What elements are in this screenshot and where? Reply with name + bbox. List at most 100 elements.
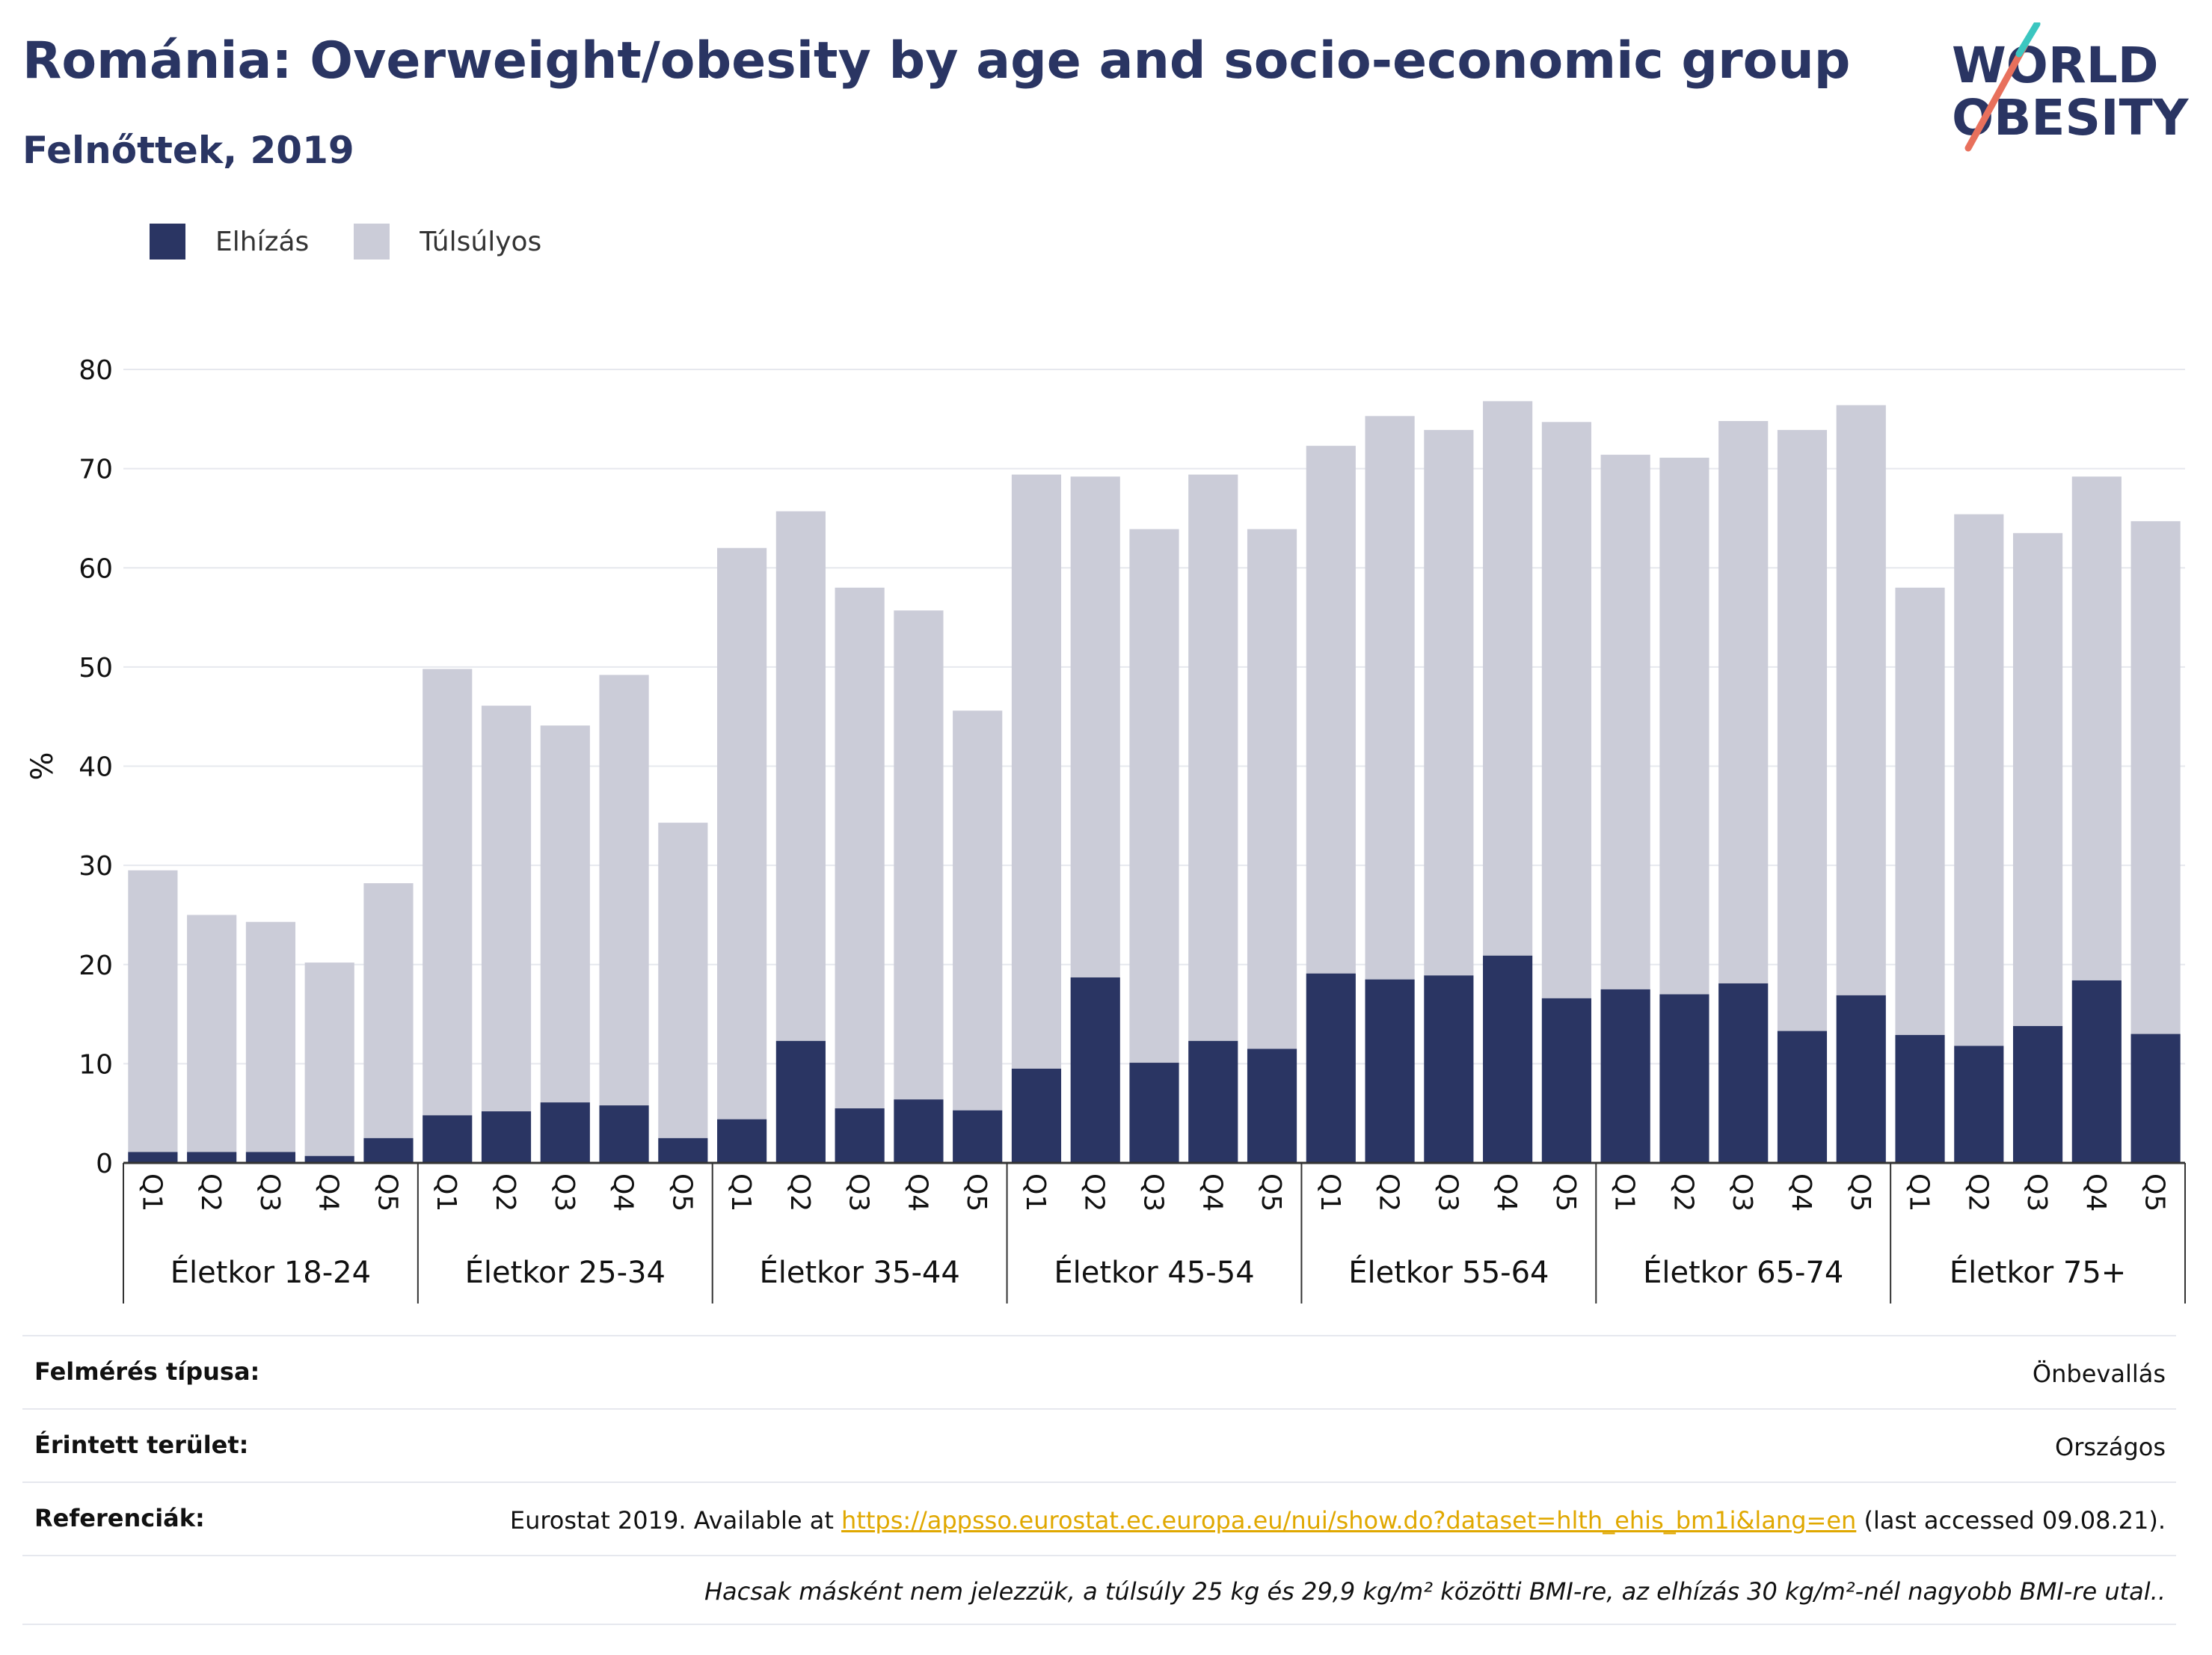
x-tick-label: Q5 — [1550, 1173, 1581, 1212]
bar-overweight — [1424, 429, 1474, 976]
bar-overweight — [953, 710, 1003, 1111]
bar-overweight — [245, 921, 296, 1152]
x-tick-label: Q4 — [1786, 1173, 1816, 1212]
x-tick-label: Q2 — [490, 1173, 520, 1212]
references-value: Eurostat 2019. Available at https://apps… — [510, 1504, 2166, 1537]
legend-swatch-obesity — [150, 224, 185, 260]
bar-obesity — [894, 1099, 944, 1163]
info-row-survey: Felmérés típusa: Önbevallás — [22, 1335, 2176, 1408]
x-tick-label: Q2 — [1668, 1173, 1698, 1212]
x-tick-label: Q5 — [961, 1173, 992, 1212]
info-table: Felmérés típusa: Önbevallás Érintett ter… — [22, 1335, 2176, 1625]
bar-obesity — [2130, 1034, 2181, 1163]
bar-obesity — [1600, 989, 1650, 1163]
x-tick-label: Q5 — [1845, 1173, 1875, 1212]
x-tick-label: Q1 — [1904, 1173, 1935, 1212]
bar-overweight — [1718, 420, 1769, 983]
group-label: Életkor 35-44 — [760, 1254, 960, 1290]
y-tick-label: 30 — [79, 851, 113, 882]
bar-overweight — [1836, 405, 1886, 995]
legend-item-overweight[interactable]: Túlsúlyos — [354, 224, 541, 260]
bar-overweight — [187, 915, 237, 1152]
bar-obesity — [2012, 1025, 2063, 1163]
bar-overweight — [1541, 422, 1591, 998]
bar-obesity — [128, 1152, 178, 1163]
legend-item-obesity[interactable]: Elhízás — [150, 224, 309, 260]
bar-overweight — [128, 870, 178, 1152]
y-tick-label: 40 — [79, 752, 113, 783]
bar-obesity — [363, 1137, 414, 1163]
legend-swatch-overweight — [354, 224, 390, 260]
area-label: Érintett terület: — [34, 1431, 249, 1459]
references-label: Referenciák: — [34, 1504, 205, 1532]
x-tick-label: Q4 — [313, 1173, 344, 1212]
bar-obesity — [1659, 994, 1709, 1163]
info-row-area: Érintett terület: Országos — [22, 1408, 2176, 1481]
bar-overweight — [1011, 474, 1062, 1069]
bar-overweight — [717, 547, 767, 1120]
bar-overweight — [1600, 455, 1650, 989]
bar-overweight — [423, 669, 473, 1116]
x-tick-label: Q2 — [195, 1173, 226, 1212]
x-tick-label: Q2 — [1079, 1173, 1110, 1212]
x-tick-label: Q1 — [1609, 1173, 1640, 1212]
bar-obesity — [2071, 980, 2122, 1163]
x-tick-label: Q1 — [725, 1173, 756, 1212]
logo-line2: OBESITY — [1952, 89, 2190, 147]
bar-overweight — [304, 962, 354, 1156]
bar-overweight — [1777, 429, 1828, 1031]
bar-obesity — [1247, 1048, 1297, 1163]
bar-overweight — [1895, 587, 1945, 1035]
references-prefix: Eurostat 2019. Available at — [509, 1506, 842, 1535]
chart-subtitle: Felnőttek, 2019 — [22, 129, 354, 172]
logo-slash-red — [1964, 41, 2029, 152]
bar-overweight — [775, 511, 826, 1041]
bar-overweight — [1483, 401, 1533, 956]
bar-obesity — [835, 1108, 885, 1163]
bar-obesity — [1188, 1040, 1238, 1163]
legend: Elhízás Túlsúlyos — [150, 221, 586, 262]
x-tick-label: Q3 — [549, 1173, 580, 1212]
bar-overweight — [1306, 446, 1356, 974]
world-obesity-logo: WORLD OBESITY — [1952, 22, 2190, 152]
bar-obesity — [599, 1105, 649, 1163]
bar-obesity — [304, 1155, 354, 1163]
bar-overweight — [1659, 458, 1709, 995]
bar-overweight — [1188, 474, 1238, 1041]
x-tick-label: Q3 — [1138, 1173, 1169, 1212]
bar-obesity — [775, 1040, 826, 1163]
bar-overweight — [540, 725, 590, 1103]
bar-obesity — [953, 1110, 1003, 1163]
y-tick-label: 60 — [79, 553, 113, 584]
survey-type-value: Önbevallás — [2032, 1360, 2166, 1388]
x-tick-label: Q2 — [1374, 1173, 1404, 1212]
references-link[interactable]: https://appsso.eurostat.ec.europa.eu/nui… — [841, 1506, 1857, 1535]
x-tick-label: Q4 — [1491, 1173, 1522, 1212]
bar-obesity — [423, 1115, 473, 1163]
area-value: Országos — [2055, 1433, 2166, 1461]
group-label: Életkor 45-54 — [1054, 1254, 1254, 1290]
bar-obesity — [245, 1152, 296, 1163]
legend-label-obesity: Elhízás — [215, 226, 310, 257]
legend-label-overweight: Túlsúlyos — [420, 226, 542, 257]
x-tick-label: Q3 — [1727, 1173, 1757, 1212]
chart-title: Románia: Overweight/obesity by age and s… — [22, 31, 1851, 90]
logo-line1: WORLD — [1952, 37, 2159, 94]
bar-obesity — [1895, 1034, 1945, 1163]
bar-overweight — [835, 587, 885, 1109]
y-axis-label: % — [25, 752, 60, 780]
bar-obesity — [1541, 998, 1591, 1163]
bar-overweight — [363, 882, 414, 1138]
bar-overweight — [894, 610, 944, 1100]
x-tick-label: Q4 — [1196, 1173, 1227, 1212]
bar-overweight — [2012, 532, 2063, 1026]
x-tick-label: Q1 — [136, 1173, 167, 1212]
references-suffix: (last accessed 09.08.21). — [1856, 1506, 2166, 1535]
bar-obesity — [1365, 979, 1415, 1163]
y-tick-label: 10 — [79, 1049, 113, 1080]
bar-obesity — [540, 1102, 590, 1163]
logo-slash-teal — [2015, 22, 2041, 58]
bar-obesity — [1129, 1063, 1179, 1163]
y-tick-label: 20 — [79, 951, 113, 981]
x-tick-label: Q3 — [2021, 1173, 2052, 1212]
